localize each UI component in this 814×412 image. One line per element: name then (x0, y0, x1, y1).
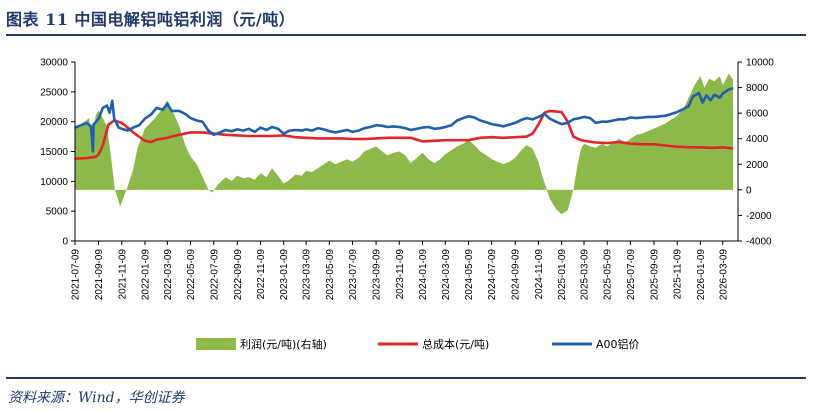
right-tick-label: 6000 (746, 109, 769, 120)
x-tick-label: 2022-07-09 (209, 249, 220, 301)
right-tick-label: 8000 (746, 83, 769, 94)
x-tick-label: 2026-01-09 (696, 249, 707, 301)
right-tick-label: -4000 (746, 237, 772, 248)
x-tick-label: 2024-01-09 (418, 249, 429, 301)
x-tick-label: 2022-01-09 (140, 249, 151, 301)
x-tick-label: 2025-09-09 (649, 249, 660, 301)
right-tick-label: 4000 (746, 134, 769, 145)
legend-label-profit: 利润(元/吨)(右轴) (240, 337, 327, 351)
left-tick-label: 30000 (40, 58, 68, 69)
left-tick-label: 5000 (46, 207, 69, 218)
x-tick-label: 2025-03-09 (580, 249, 591, 301)
x-tick-label: 2024-09-09 (511, 249, 522, 301)
left-tick-label: 10000 (40, 177, 68, 188)
title-divider (6, 34, 806, 36)
legend-label-a00-price: A00铝价 (596, 337, 640, 351)
source-note: 资料来源：Wind，华创证券 (8, 390, 185, 406)
x-tick-label: 2024-07-09 (487, 249, 498, 301)
left-tick-label: 20000 (40, 117, 68, 128)
right-tick-label: 2000 (746, 160, 769, 171)
x-tick-label: 2023-03-09 (302, 249, 313, 301)
x-tick-label: 2023-11-09 (395, 249, 406, 300)
series-a00-price-line (74, 87, 734, 153)
right-tick-label: -2000 (746, 211, 772, 222)
series-total-cost-line (74, 109, 734, 160)
x-tick-label: 2024-03-09 (441, 249, 452, 301)
x-tick-label: 2023-05-09 (325, 249, 336, 301)
chart-title-bar: 图表 11 中国电解铝吨铝利润（元/吨） (6, 4, 806, 36)
x-tick-label: 2022-03-09 (163, 249, 174, 301)
left-tick-label: 0 (62, 237, 68, 248)
x-tick-label: 2023-09-09 (372, 249, 383, 301)
x-tick-label: 2025-11-09 (673, 249, 684, 300)
left-tick-label: 25000 (40, 87, 68, 98)
right-tick-label: 10000 (746, 58, 774, 69)
x-tick-label: 2022-09-09 (233, 249, 244, 301)
right-tick-label: 0 (746, 185, 752, 196)
x-tick-label: 2024-11-09 (534, 249, 545, 300)
chart-title: 图表 11 中国电解铝吨铝利润（元/吨） (6, 10, 296, 29)
x-tick-label: 2025-05-09 (603, 249, 614, 301)
series-profit-area (75, 73, 734, 215)
x-tick-label: 2026-03-09 (718, 249, 729, 301)
source-divider (6, 377, 806, 379)
x-tick-label: 2025-01-09 (557, 249, 568, 301)
x-tick-label: 2021-07-09 (71, 249, 82, 301)
left-tick-label: 15000 (40, 147, 68, 158)
legend-swatch-profit (196, 338, 236, 350)
x-tick-label: 2021-11-09 (117, 249, 128, 300)
x-tick-label: 2024-05-09 (464, 249, 475, 301)
x-tick-label: 2023-07-09 (348, 249, 359, 301)
x-tick-label: 2025-07-09 (626, 249, 637, 301)
x-tick-label: 2021-09-09 (94, 249, 105, 301)
x-tick-label: 2022-11-09 (256, 249, 267, 300)
legend-label-total-cost: 总成本(元/吨) (422, 337, 489, 351)
profit-chart: 050001000015000200002500030000-4000-2000… (40, 58, 774, 352)
x-tick-label: 2022-05-09 (186, 249, 197, 301)
x-tick-label: 2023-01-09 (279, 249, 290, 301)
